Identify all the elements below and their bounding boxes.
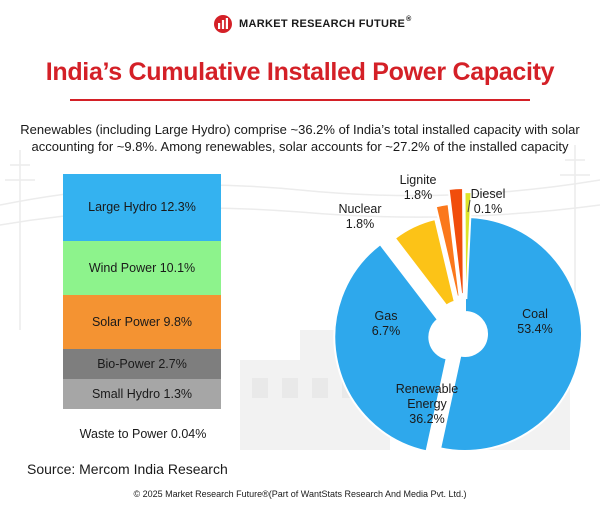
bar-segment-label: Large Hydro 12.3% <box>88 200 196 215</box>
bar-segment-label: Solar Power 9.8% <box>91 314 193 329</box>
donut-slice-diesel <box>463 191 473 300</box>
donut-label-line: Nuclear <box>338 202 381 216</box>
bar-segment-bio-power: Bio-Power 2.7% <box>63 348 221 379</box>
donut-label-line: 36.2% <box>409 412 444 426</box>
donut-label-line: Renewable <box>396 382 459 396</box>
bar-segment-label: Small Hydro 1.3% <box>91 386 193 401</box>
donut-slice-gas <box>393 217 456 308</box>
bar-segment-label-waste-to-power: Waste to Power 0.04% <box>79 427 207 441</box>
bar-segment-large-hydro: Large Hydro 12.3% <box>63 174 221 241</box>
source-note: Source: Mercom India Research <box>27 461 228 477</box>
donut-label-diesel: Diesel 0.1% <box>471 187 506 216</box>
donut-label-line: Gas <box>375 309 398 323</box>
renewables-stacked-bar: Large Hydro 12.3% Wind Power 10.1% Solar P… <box>63 174 221 409</box>
donut-label-line: Coal <box>522 307 548 321</box>
bar-segment-label: Wind Power 10.1% <box>88 261 196 276</box>
bar-segment-wind-power: Wind Power 10.1% <box>63 240 221 296</box>
donut-slice-lignite <box>447 187 465 296</box>
donut-label-line: 0.1% <box>474 202 503 216</box>
donut-label-line: 1.8% <box>404 188 433 202</box>
title-underline <box>70 99 530 101</box>
bar-segment-label: Bio-Power 2.7% <box>97 356 187 371</box>
donut-label-nuclear: Nuclear 1.8% <box>338 202 381 231</box>
logo-text: MARKET RESEARCH FUTURE <box>239 18 406 30</box>
brand-logo: MARKET RESEARCH FUTURE ® <box>213 14 411 34</box>
logo-icon <box>214 15 232 33</box>
donut-label-lignite: Lignite 1.8% <box>400 173 437 202</box>
donut-label-line: Lignite <box>400 173 437 187</box>
donut-hole <box>443 312 487 356</box>
chart-subtitle: Renewables (including Large Hydro) compr… <box>20 122 580 154</box>
bar-segment-solar-power: Solar Power 9.8% <box>63 295 221 349</box>
header: MARKET RESEARCH FUTURE ® <box>0 8 600 48</box>
donut-label-gas: Gas 6.7% <box>372 309 401 338</box>
bar-segment-small-hydro: Small Hydro 1.3% <box>63 378 221 409</box>
donut-slice-nuclear <box>434 202 461 299</box>
page-title: India’s Cumulative Installed Power Capac… <box>45 58 555 86</box>
donut-label-line: Energy <box>407 397 447 411</box>
logo-registered-mark: ® <box>406 15 412 23</box>
donut-label-renewable-energy: Renewable Energy 36.2% <box>396 382 459 426</box>
donut-label-coal: Coal 53.4% <box>517 307 552 336</box>
donut-slice-renewable-energy <box>333 242 448 453</box>
donut-label-line: 6.7% <box>372 324 401 338</box>
copyright-footer: © 2025 Market Research Future®(Part of W… <box>133 489 467 499</box>
donut-label-line: Diesel <box>471 187 506 201</box>
donut-label-line: 53.4% <box>517 322 552 336</box>
diesel-leader-line <box>467 199 471 213</box>
donut-label-line: 1.8% <box>346 217 375 231</box>
